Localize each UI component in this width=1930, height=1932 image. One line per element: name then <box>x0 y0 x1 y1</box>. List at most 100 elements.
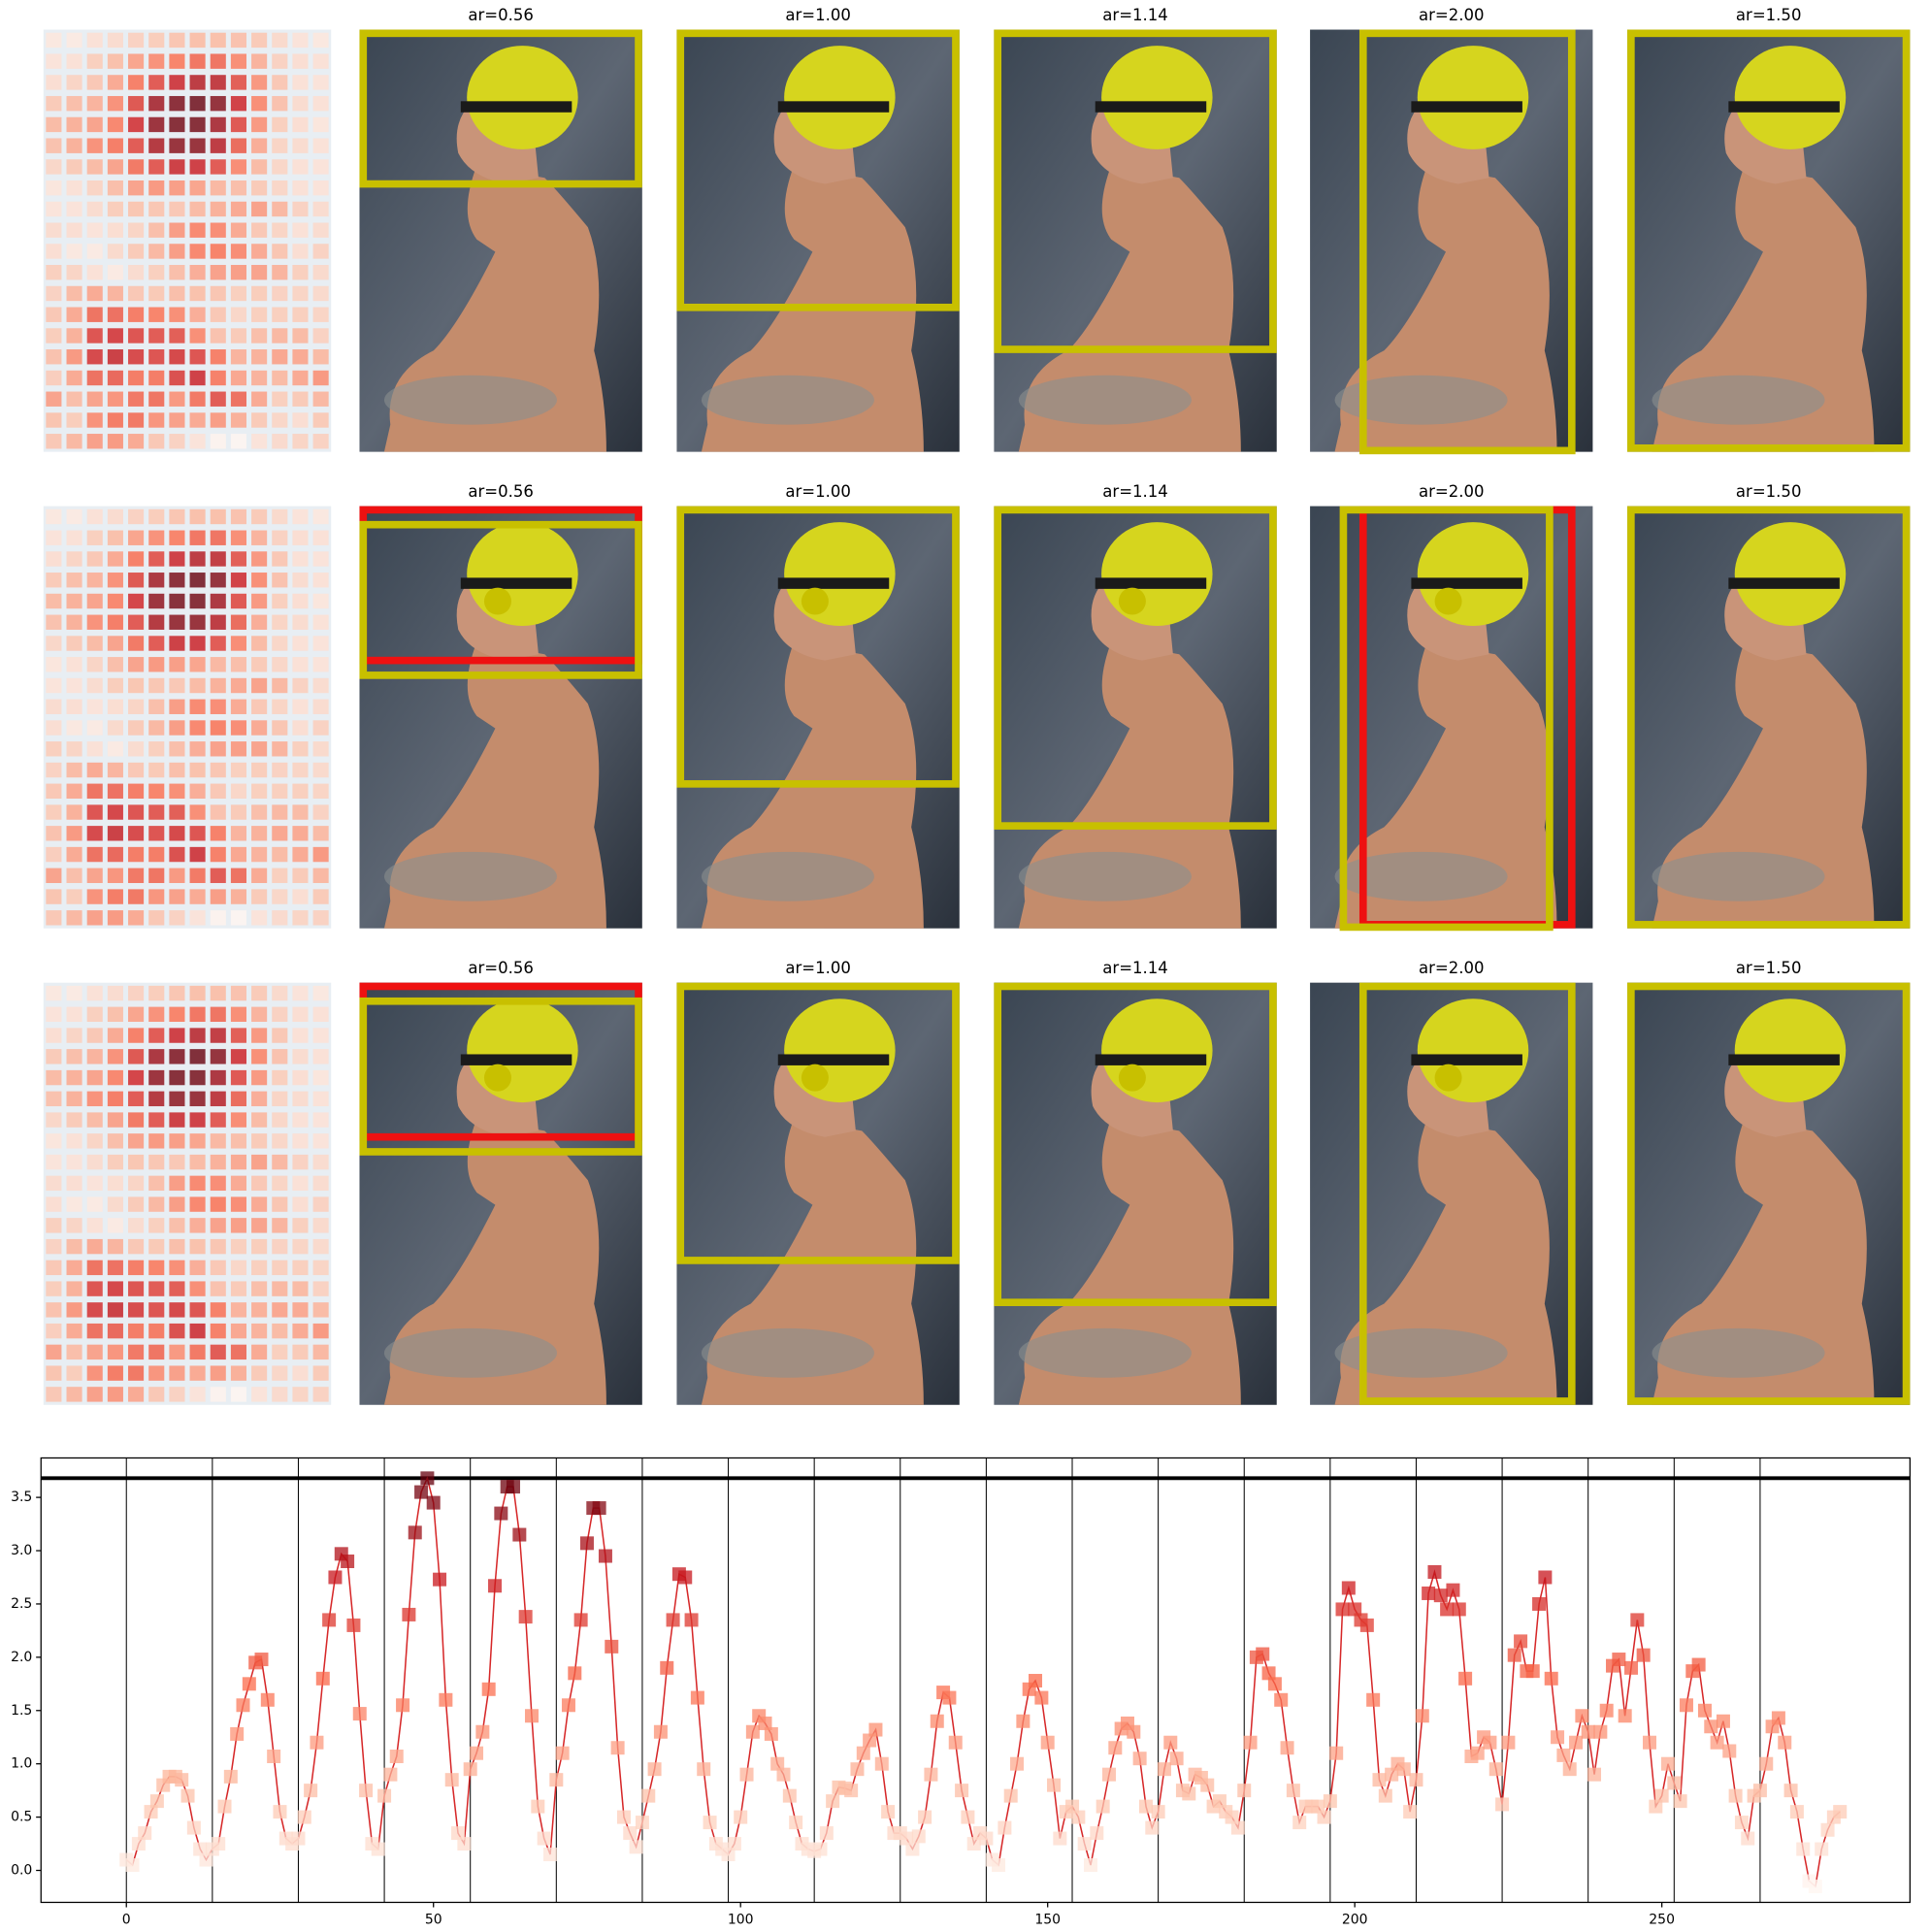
point-marker <box>1581 1724 1595 1739</box>
heatmap-cell <box>46 434 62 449</box>
heatmap-cell <box>128 285 145 302</box>
heatmap-cell <box>230 412 246 428</box>
heatmap-cell <box>86 1069 103 1086</box>
tattooed-arm <box>1334 1327 1508 1378</box>
crop-box <box>1627 29 1911 452</box>
point-marker <box>254 1653 269 1667</box>
heatmap-cell <box>128 1028 145 1043</box>
photo <box>1627 982 1911 1405</box>
heatmap-cell <box>251 1218 268 1233</box>
heatmap-cell <box>251 201 268 217</box>
heatmap-cell <box>230 720 246 736</box>
heatmap-cell <box>272 1175 288 1192</box>
point-marker <box>1029 1674 1043 1688</box>
point-marker <box>856 1746 870 1760</box>
heatmap-cell <box>107 783 123 799</box>
photo <box>1310 982 1593 1405</box>
point-marker <box>1575 1709 1589 1723</box>
heatmap-cell <box>210 868 226 884</box>
point-marker <box>955 1784 969 1798</box>
heatmap-cell <box>292 1387 309 1402</box>
heatmap-cell <box>312 1112 329 1128</box>
heatmap-cell <box>86 1006 103 1023</box>
heatmap-cell <box>210 285 226 302</box>
point-marker <box>1090 1826 1104 1841</box>
heatmap-cell <box>189 75 206 90</box>
heatmap-cell <box>251 1133 268 1149</box>
point-marker <box>1673 1794 1687 1809</box>
heatmap-cell <box>148 285 165 302</box>
heatmap-cell <box>272 1387 288 1402</box>
heatmap-cell <box>272 116 288 133</box>
heatmap-cell <box>251 307 268 322</box>
heatmap-cell <box>66 370 82 386</box>
point-marker <box>414 1485 429 1499</box>
heatmap-cell <box>230 180 246 196</box>
point-marker <box>1525 1664 1540 1679</box>
point-marker <box>979 1831 994 1846</box>
heatmap-cell <box>66 1238 82 1255</box>
photo <box>1627 506 1911 929</box>
heatmap-cell <box>169 1281 185 1296</box>
heatmap-cell <box>272 1112 288 1128</box>
heatmap-cell <box>312 636 329 651</box>
point-marker <box>1514 1634 1528 1649</box>
photo <box>676 506 960 929</box>
heatmap-cell <box>169 1196 185 1212</box>
point-marker <box>1458 1671 1473 1686</box>
crop-box <box>1339 506 1554 932</box>
heatmap-cell <box>169 285 185 302</box>
focus-dot <box>801 587 829 615</box>
heatmap-cell <box>46 159 62 175</box>
point-marker <box>242 1677 256 1691</box>
heatmap-cell <box>169 1069 185 1086</box>
point-marker <box>1624 1660 1639 1675</box>
heatmap-cell <box>128 636 145 651</box>
heatmap-cell <box>148 307 165 322</box>
tattooed-arm <box>1334 375 1508 425</box>
point-marker <box>598 1549 612 1563</box>
heatmap-cell <box>230 434 246 449</box>
heatmap-cell <box>210 1154 226 1170</box>
point-marker <box>770 1756 785 1771</box>
point-marker <box>1667 1776 1682 1790</box>
heatmap-cell <box>107 328 123 344</box>
y-tick-label: 1.5 <box>11 1703 32 1719</box>
heatmap-cell <box>189 328 206 344</box>
heatmap-cell <box>189 434 206 449</box>
heatmap-cell <box>312 783 329 799</box>
photo <box>676 982 960 1405</box>
crop-box <box>359 520 642 679</box>
heatmap-cell <box>66 636 82 651</box>
heatmap-cell <box>272 1218 288 1233</box>
point-marker <box>1722 1744 1737 1758</box>
point-marker <box>610 1741 625 1755</box>
tattooed-arm <box>383 1327 558 1378</box>
point-marker <box>1618 1709 1632 1723</box>
heatmap-cell <box>189 762 206 778</box>
point-marker <box>507 1480 521 1494</box>
heatmap-cell <box>251 720 268 736</box>
heatmap-cell <box>251 1154 268 1170</box>
point-marker <box>341 1555 355 1569</box>
heatmap-cell <box>292 201 309 217</box>
heatmap-cell <box>46 1028 62 1043</box>
heatmap-cell <box>189 1281 206 1296</box>
heatmap-cell <box>272 636 288 651</box>
heatmap-cell <box>86 434 103 449</box>
heatmap-cell <box>107 573 123 588</box>
heatmap-cell <box>272 1069 288 1086</box>
point-marker <box>653 1724 668 1739</box>
heatmap-cell <box>292 222 309 238</box>
goggles <box>460 101 572 113</box>
heatmap-cell <box>169 1260 185 1276</box>
heatmap-cell <box>46 1260 62 1276</box>
heatmap-cell <box>251 677 268 694</box>
heatmap-cell <box>292 1365 309 1381</box>
heatmap-cell <box>86 1302 103 1318</box>
heatmap-cell <box>272 370 288 386</box>
focus-dot <box>1434 587 1462 615</box>
point-marker <box>310 1735 324 1750</box>
heatmap-cell <box>230 985 246 1001</box>
